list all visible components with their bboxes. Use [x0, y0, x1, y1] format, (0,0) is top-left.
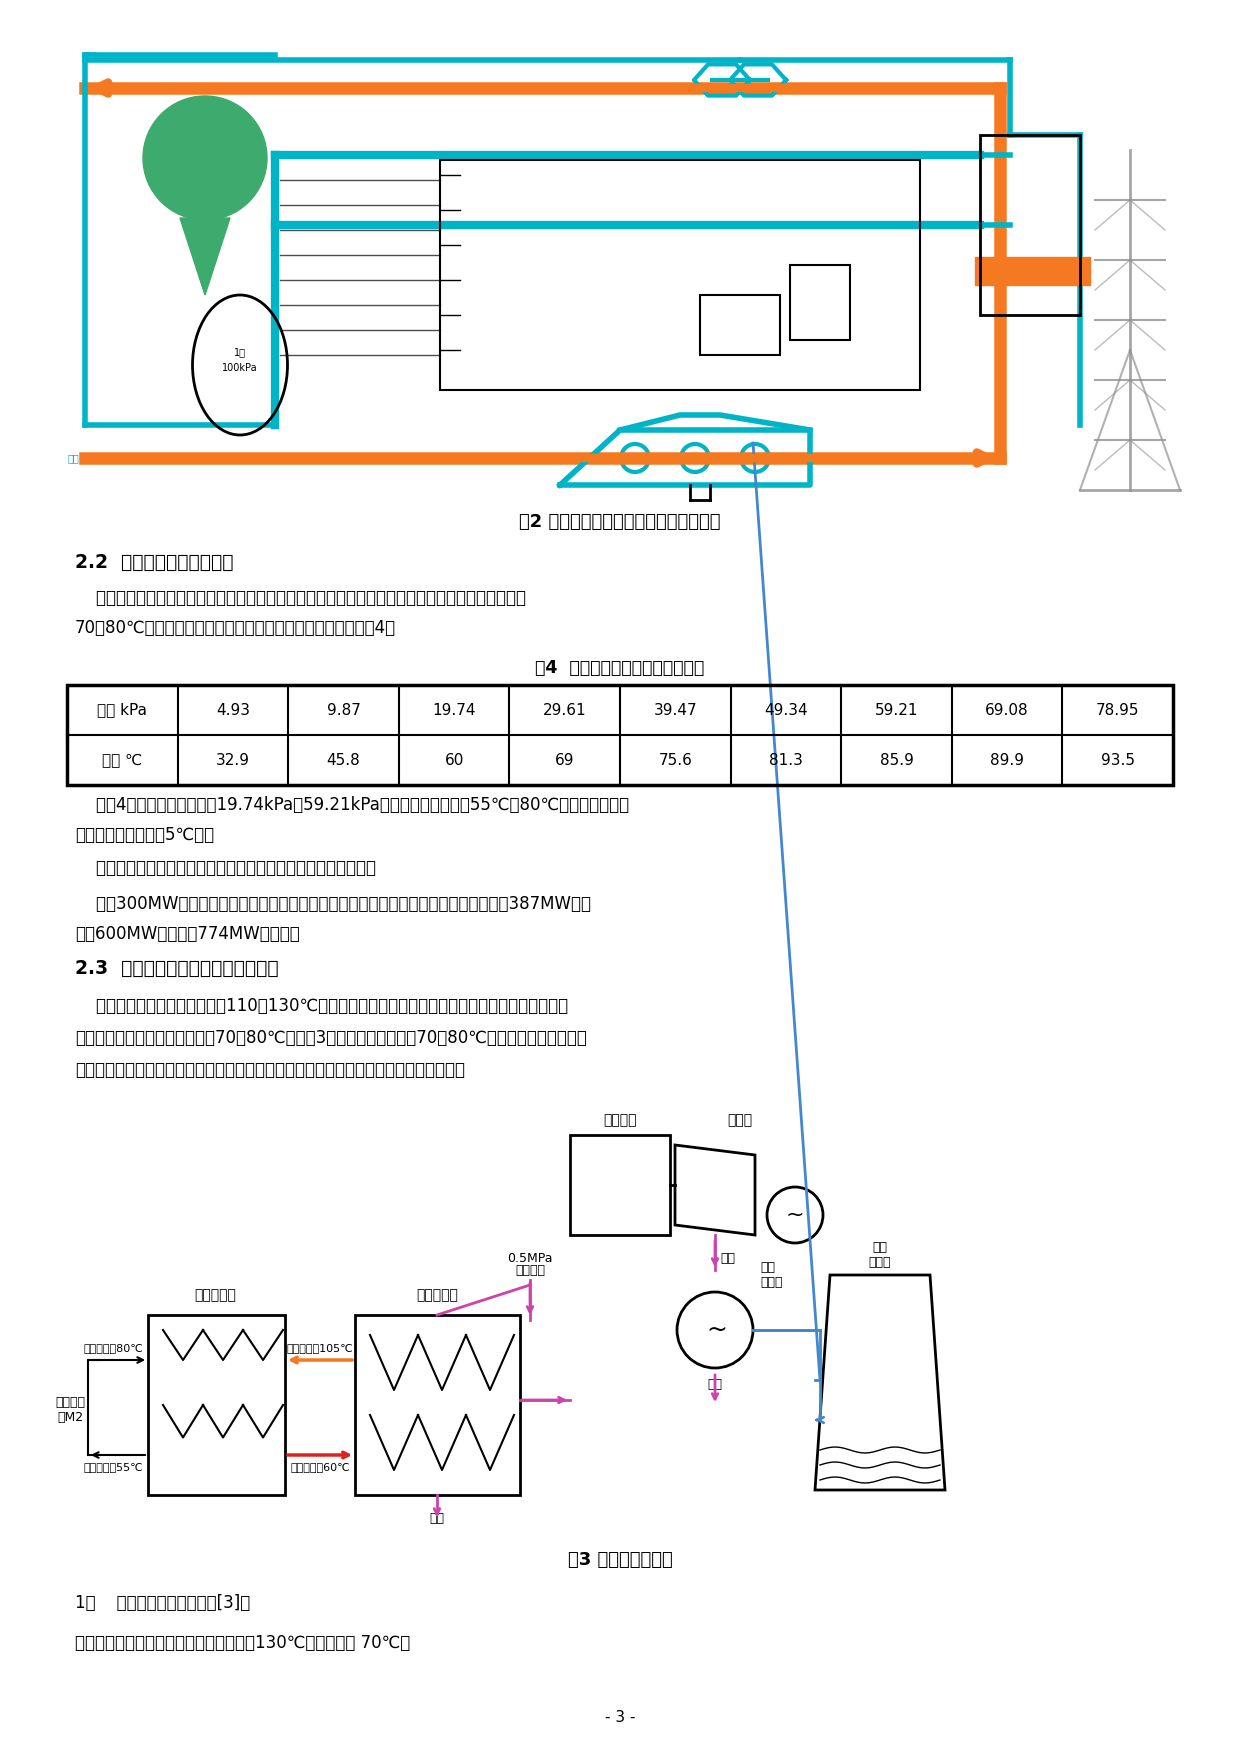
- Text: 电厂
冷却塔: 电厂 冷却塔: [869, 1241, 892, 1269]
- Bar: [980, 135, 1080, 316]
- Text: 热；600MW机组提供774MW的供热。: 热；600MW机组提供774MW的供热。: [74, 926, 300, 943]
- Text: 81.3: 81.3: [769, 752, 802, 768]
- Text: 75.6: 75.6: [658, 752, 692, 768]
- Text: 补水: 补水: [86, 51, 97, 60]
- Text: ~: ~: [786, 1204, 805, 1225]
- Text: 69.08: 69.08: [986, 703, 1029, 717]
- Text: ~: ~: [707, 1318, 728, 1343]
- Text: 59.21: 59.21: [874, 703, 919, 717]
- Text: 39.47: 39.47: [653, 703, 697, 717]
- Text: 85.9: 85.9: [879, 752, 914, 768]
- Text: 60: 60: [444, 752, 464, 768]
- Text: 0.5MPa: 0.5MPa: [507, 1252, 553, 1264]
- Text: 图3 传统的城市供热: 图3 传统的城市供热: [568, 1551, 672, 1569]
- Text: 二次侧回水55℃: 二次侧回水55℃: [83, 1462, 143, 1473]
- Text: 29.61: 29.61: [543, 703, 587, 717]
- Circle shape: [143, 96, 267, 219]
- Text: 4.93: 4.93: [216, 703, 250, 717]
- Text: 78.95: 78.95: [1096, 703, 1140, 717]
- Text: 凝水: 凝水: [708, 1378, 723, 1392]
- Bar: [701, 295, 780, 356]
- Text: 现有的城市供热系统是电厂将110～130℃的高温热水送各用户，各用户通过换热站的水水换热器将: 现有的城市供热系统是电厂将110～130℃的高温热水送各用户，各用户通过换热站的…: [74, 997, 568, 1015]
- Text: 热电厂供热源要求供水温度（一次水温）130℃，回水温度 70℃。: 热电厂供热源要求供水温度（一次水温）130℃，回水温度 70℃。: [74, 1634, 410, 1651]
- Text: 32.9: 32.9: [216, 752, 250, 768]
- Text: 89.9: 89.9: [990, 752, 1024, 768]
- Text: 补水: 补水: [68, 452, 79, 463]
- Text: 图2 采用循环水直接供热热力系统示意图: 图2 采用循环水直接供热热力系统示意图: [520, 514, 720, 531]
- Text: 2.3  循环水直接供热技术的实施方案: 2.3 循环水直接供热技术的实施方案: [74, 959, 279, 978]
- Text: 一台300MW亚临界机组采用循环水直接供热技术，在保证发电出力不变的情况下，实现387MW的供: 一台300MW亚临界机组采用循环水直接供热技术，在保证发电出力不变的情况下，实现…: [74, 896, 591, 913]
- Text: 2.2  循环水直接供热的机理: 2.2 循环水直接供热的机理: [74, 552, 233, 571]
- Bar: [355, 1315, 520, 1495]
- Text: - 3 -: - 3 -: [605, 1711, 635, 1725]
- Text: 汽轮机: 汽轮机: [728, 1113, 753, 1127]
- Text: 用户暖气的水（二次水）加热到70～80℃，见图3；如果电厂直接提供70～80℃热水给用户，取消用户: 用户暖气的水（二次水）加热到70～80℃，见图3；如果电厂直接提供70～80℃热…: [74, 1029, 587, 1047]
- Text: 凝水: 凝水: [429, 1511, 444, 1525]
- Text: 49.34: 49.34: [764, 703, 807, 717]
- Text: 汽水换热器: 汽水换热器: [417, 1288, 458, 1302]
- Text: 行1小时补: 行1小时补: [187, 156, 223, 168]
- Text: 水水换热器: 水水换热器: [195, 1288, 236, 1302]
- Text: 温度 ℃: 温度 ℃: [102, 752, 143, 768]
- Text: 如果城市能够实现集中供冷，电厂机组经济效益将进一步提升。: 如果城市能够实现集中供冷，电厂机组经济效益将进一步提升。: [74, 859, 376, 876]
- Bar: [440, 160, 920, 389]
- Text: 充水箱: 充水箱: [195, 170, 216, 182]
- Text: 排汽
凝汽器: 排汽 凝汽器: [760, 1260, 782, 1288]
- Text: 93.5: 93.5: [1101, 752, 1135, 768]
- Text: 9.87: 9.87: [326, 703, 361, 717]
- Text: 70～80℃，给用户提供冬季供暖热能，不同背压排汽温度见表4。: 70～80℃，给用户提供冬季供暖热能，不同背压排汽温度见表4。: [74, 619, 396, 636]
- Text: 一次侧回水60℃: 一次侧回水60℃: [290, 1462, 350, 1473]
- Text: 换热器，电厂的低温热源也有用武之地，极大的提高能源利用率，降低了城市的碳排放。: 换热器，电厂的低温热源也有用武之地，极大的提高能源利用率，降低了城市的碳排放。: [74, 1061, 465, 1080]
- Polygon shape: [180, 217, 229, 295]
- Text: 循环水直接供热是采用专用的汽轮机，在供暖期将机组凝结器背压提高，将热网循环水直接加热到: 循环水直接供热是采用专用的汽轮机，在供暖期将机组凝结器背压提高，将热网循环水直接…: [74, 589, 526, 607]
- Text: 压力 kPa: 压力 kPa: [97, 703, 148, 717]
- Text: 19.74: 19.74: [433, 703, 476, 717]
- Bar: [790, 265, 849, 340]
- Text: 采暖抽汽: 采暖抽汽: [515, 1264, 546, 1276]
- Text: 1）    城市热网供暖热水参数[3]：: 1） 城市热网供暖热水参数[3]：: [74, 1593, 250, 1613]
- Bar: [148, 1315, 285, 1495]
- Text: 1号: 1号: [234, 347, 246, 358]
- Text: 45.8: 45.8: [326, 752, 361, 768]
- Bar: [570, 1134, 670, 1236]
- Text: 从表4看出，当机组背压从19.74kPa到59.21kPa时，能够给用户提供55℃到80℃的热水用于供热: 从表4看出，当机组背压从19.74kPa到59.21kPa时，能够给用户提供55…: [74, 796, 629, 813]
- Text: 排汽: 排汽: [720, 1252, 735, 1264]
- Text: （考虑换热器端差为5℃）。: （考虑换热器端差为5℃）。: [74, 826, 215, 843]
- Text: 表4  凝结器背压与饱和温度的关系: 表4 凝结器背压与饱和温度的关系: [536, 659, 704, 677]
- Text: 100kPa: 100kPa: [222, 363, 258, 373]
- Text: 二次侧供水80℃: 二次侧供水80℃: [83, 1343, 143, 1353]
- Text: 供热面积
万M2: 供热面积 万M2: [55, 1395, 86, 1423]
- Text: 69: 69: [556, 752, 574, 768]
- Text: 机组连续运: 机组连续运: [187, 142, 222, 154]
- Text: 电站锅炉: 电站锅炉: [603, 1113, 637, 1127]
- Text: 一次侧供水105℃: 一次侧供水105℃: [286, 1343, 353, 1353]
- Bar: [67, 685, 1173, 785]
- Bar: [975, 258, 1090, 286]
